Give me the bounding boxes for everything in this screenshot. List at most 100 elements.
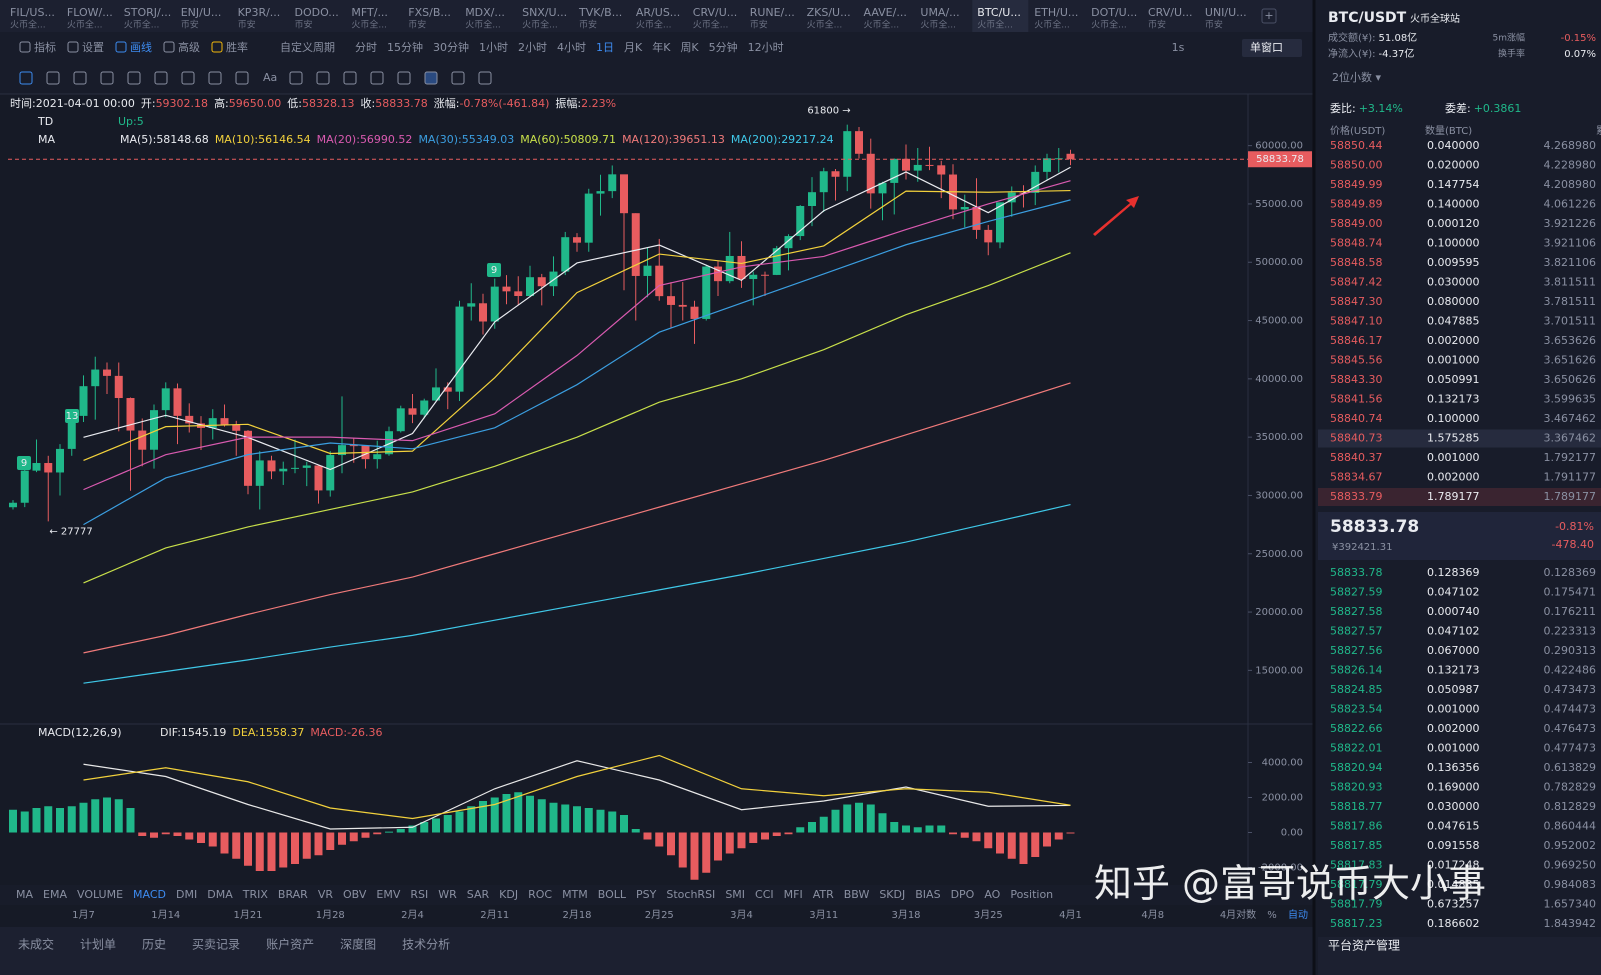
period[interactable]: 1小时 — [479, 41, 508, 54]
period[interactable]: 30分钟 — [433, 40, 469, 54]
indicator[interactable]: EMA — [43, 888, 67, 901]
bottom-tab[interactable]: 买卖记录 — [192, 938, 240, 952]
bottom-tab[interactable]: 计划单 — [80, 938, 116, 952]
tab-name[interactable]: KP3R/... — [238, 6, 281, 19]
period[interactable]: 月K — [624, 41, 643, 54]
indicator[interactable]: DPO — [951, 888, 975, 901]
indicator[interactable]: VOLUME — [77, 888, 123, 901]
tab-name[interactable]: SNX/U... — [522, 6, 567, 19]
period-menu[interactable]: 自定义周期 — [280, 40, 335, 54]
draw-tool-icon[interactable] — [19, 71, 33, 85]
tab-name[interactable]: TVK/B... — [578, 6, 622, 19]
font-tool[interactable]: Aa — [263, 71, 277, 84]
indicator[interactable]: AO — [984, 888, 1000, 901]
draw-tool-icon[interactable] — [370, 71, 384, 85]
axis-option[interactable]: 自动 — [1288, 908, 1308, 921]
draw-tool-icon[interactable] — [451, 71, 465, 85]
indicator[interactable]: KDJ — [499, 888, 518, 901]
indicator[interactable]: WR — [438, 888, 457, 901]
draw-tool-icon[interactable] — [289, 71, 303, 85]
indicator[interactable]: ATR — [813, 888, 834, 901]
period[interactable]: 4小时 — [557, 41, 586, 54]
indicator[interactable]: MTM — [562, 888, 588, 901]
draw-tool-icon[interactable] — [424, 71, 438, 85]
period[interactable]: 15分钟 — [387, 40, 423, 54]
indicator[interactable]: MACD — [133, 888, 166, 901]
tab-name[interactable]: STORJ/... — [124, 6, 171, 19]
indicator[interactable]: BBW — [844, 888, 870, 901]
tab-name[interactable]: CRV/U... — [693, 6, 738, 19]
bottom-tab[interactable]: 账户资产 — [266, 937, 314, 952]
period[interactable]: 分时 — [355, 41, 377, 54]
tool[interactable]: 高级 — [178, 40, 200, 54]
period[interactable]: 2小时 — [518, 41, 547, 54]
draw-tool-icon[interactable] — [181, 71, 195, 85]
indicator[interactable]: TRIX — [242, 888, 269, 901]
axis-option[interactable]: 4月对数 — [1220, 908, 1256, 921]
draw-tool-icon[interactable] — [343, 71, 357, 85]
tab-name[interactable]: FXS/B... — [408, 6, 451, 19]
indicator[interactable]: MFI — [784, 888, 803, 901]
indicator[interactable]: SAR — [467, 888, 490, 901]
period[interactable]: 周K — [680, 41, 699, 54]
tab-name[interactable]: RUNE/... — [750, 6, 795, 19]
tab-name[interactable]: BTC/U... — [977, 6, 1021, 19]
indicator[interactable]: Position — [1010, 888, 1053, 901]
draw-tool-icon[interactable] — [127, 71, 141, 85]
draw-tool-icon[interactable] — [100, 71, 114, 85]
footer[interactable]: 平台资产管理 — [1328, 938, 1400, 953]
indicator[interactable]: SMI — [725, 888, 745, 901]
indicator[interactable]: BRAR — [278, 888, 308, 901]
indicator[interactable]: ROC — [528, 888, 552, 901]
indicator[interactable]: PSY — [636, 888, 657, 901]
indicator[interactable]: VR — [318, 888, 334, 901]
indicator[interactable]: EMV — [376, 888, 400, 901]
period[interactable]: 5分钟 — [709, 40, 738, 54]
draw-tool-icon[interactable] — [208, 71, 222, 85]
tab-name[interactable]: DOT/U... — [1091, 6, 1137, 19]
add-tab[interactable] — [1261, 8, 1277, 24]
tab-name[interactable]: CRV/U... — [1148, 6, 1193, 19]
tool[interactable]: 指标 — [34, 40, 56, 54]
tab-name[interactable]: AR/US... — [636, 6, 680, 19]
period[interactable]: 12小时 — [748, 41, 784, 54]
indicator[interactable]: DMI — [176, 888, 197, 901]
period[interactable]: 1日 — [596, 41, 614, 54]
draw-tool-icon[interactable] — [397, 71, 411, 85]
bottom-tab[interactable]: 未成交 — [18, 937, 54, 952]
tab-name[interactable]: MDX/... — [465, 6, 505, 19]
tool[interactable]: 设置 — [82, 41, 104, 54]
indicator[interactable]: RSI — [410, 888, 428, 901]
indicator[interactable]: StochRSI — [666, 888, 715, 901]
draw-tool-icon[interactable] — [154, 71, 168, 85]
indicator[interactable]: CCI — [755, 888, 774, 901]
tab-name[interactable]: ETH/U... — [1034, 6, 1078, 19]
tab-name[interactable]: AAVE/... — [864, 6, 907, 19]
bottom-tab[interactable]: 深度图 — [340, 937, 376, 952]
tab-name[interactable]: MFT/... — [351, 6, 388, 19]
tool[interactable]: 画线 — [130, 40, 152, 54]
tab-name[interactable]: DODO... — [295, 6, 339, 19]
tab-name[interactable]: UNI/U... — [1205, 6, 1247, 19]
decimals[interactable]: 2位小数 ▾ — [1332, 70, 1381, 84]
tab-name[interactable]: FIL/US... — [10, 6, 55, 19]
window-button[interactable] — [1242, 39, 1302, 57]
speed[interactable]: 1s — [1172, 41, 1185, 54]
indicator[interactable]: SKDJ — [879, 888, 905, 901]
draw-tool-icon[interactable] — [235, 71, 249, 85]
indicator[interactable]: DMA — [207, 888, 233, 901]
axis-option[interactable]: % — [1267, 910, 1277, 921]
bottom-tab[interactable]: 历史 — [142, 938, 166, 952]
draw-tool-icon[interactable] — [478, 71, 492, 85]
tab-name[interactable]: ENJ/U... — [181, 6, 222, 19]
indicator[interactable]: OBV — [343, 888, 367, 901]
period[interactable]: 年K — [652, 40, 671, 54]
tab-name[interactable]: FLOW/... — [67, 6, 113, 19]
draw-tool-icon[interactable] — [73, 71, 87, 85]
indicator[interactable]: BIAS — [915, 888, 940, 901]
tool[interactable]: 胜率 — [226, 40, 248, 54]
bottom-tab[interactable]: 技术分析 — [402, 938, 450, 952]
tab-name[interactable]: ZKS/U... — [807, 6, 851, 19]
tab-name[interactable]: UMA/... — [920, 6, 959, 19]
indicator[interactable]: BOLL — [598, 888, 627, 901]
